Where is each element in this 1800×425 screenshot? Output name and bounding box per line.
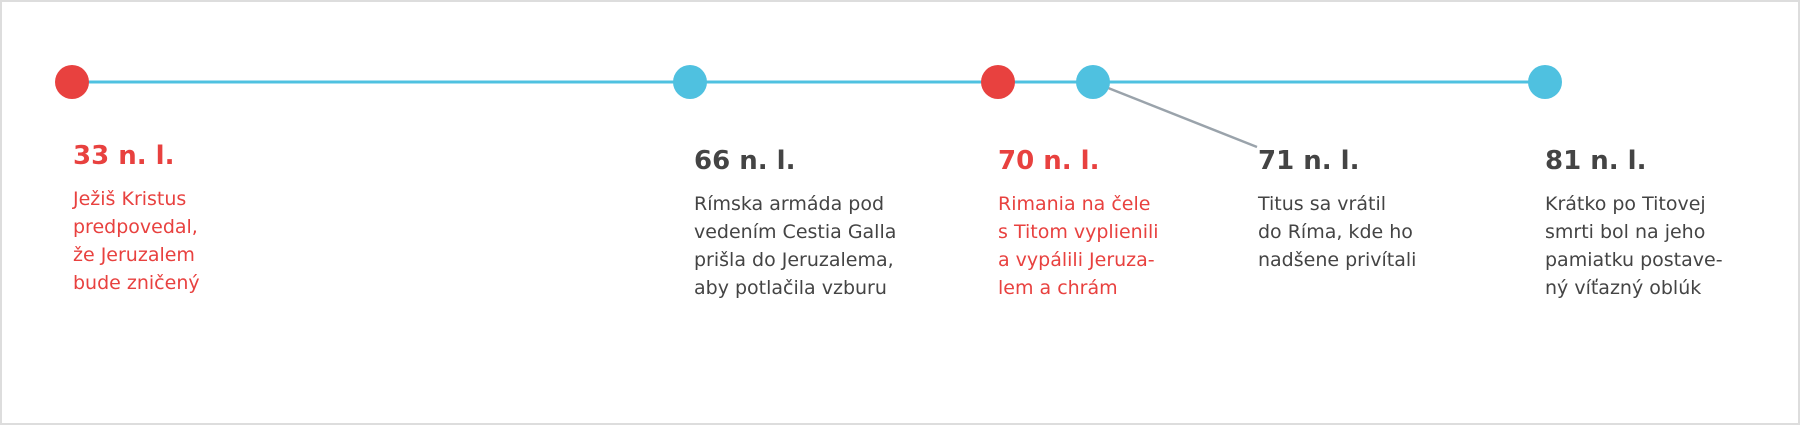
event-description-line: aby potlačila vzburu <box>694 277 887 299</box>
event-description-line: Krátko po Titovej <box>1545 193 1706 215</box>
event-description-line: Titus sa vrátil <box>1257 193 1386 215</box>
event-date: 71 n. l. <box>1258 146 1359 176</box>
event-date: 70 n. l. <box>998 146 1099 176</box>
event-description-line: lem a chrám <box>998 277 1118 299</box>
events: 33 n. l. Ježiš Kristus predpovedal, že Jeru… <box>72 141 1723 299</box>
event-description-line: že Jeruzalem <box>73 244 195 266</box>
event-dot <box>1528 65 1562 99</box>
event-description-line: bude zničený <box>73 272 200 294</box>
event-dot <box>673 65 707 99</box>
event-description-line: predpovedal, <box>73 216 198 238</box>
event-description-line: Ježiš Kristus <box>72 188 186 210</box>
event-description-line: do Ríma, kde ho <box>1258 221 1413 243</box>
connector <box>1092 80 1258 149</box>
event-description-line: Rimania na čele <box>998 193 1150 215</box>
event-dot <box>981 65 1015 99</box>
event: 81 n. l. Krátko po Titovej smrti bol na je… <box>1545 146 1723 299</box>
event-date: 33 n. l. <box>73 141 174 171</box>
event-description-line: pamiatku postave- <box>1545 249 1723 271</box>
event: 66 n. l. Rímska armáda pod vedením Cestia … <box>694 146 896 299</box>
event-description-line: ný víťazný oblúk <box>1545 277 1701 299</box>
event-description-line: prišla do Jeruzalema, <box>694 249 894 271</box>
event-description-line: s Titom vyplienili <box>998 221 1159 243</box>
event-description-line: Rímska armáda pod <box>694 193 884 215</box>
event: 71 n. l. Titus sa vrátil do Ríma, kde ho na… <box>1257 146 1416 271</box>
event: 33 n. l. Ježiš Kristus predpovedal, že Jeru… <box>72 141 200 294</box>
event-description-line: smrti bol na jeho <box>1545 221 1705 243</box>
event-description-line: vedením Cestia Galla <box>694 221 896 243</box>
event-date: 66 n. l. <box>694 146 795 176</box>
event: 70 n. l. Rimania na čele s Titom vyplienil… <box>998 146 1159 299</box>
event-dot <box>1076 65 1110 99</box>
event-description-line: nadšene privítali <box>1258 249 1416 271</box>
event-dot <box>55 65 89 99</box>
event-date: 81 n. l. <box>1545 146 1646 176</box>
event-description-line: a vypálili Jeruza- <box>998 249 1155 271</box>
